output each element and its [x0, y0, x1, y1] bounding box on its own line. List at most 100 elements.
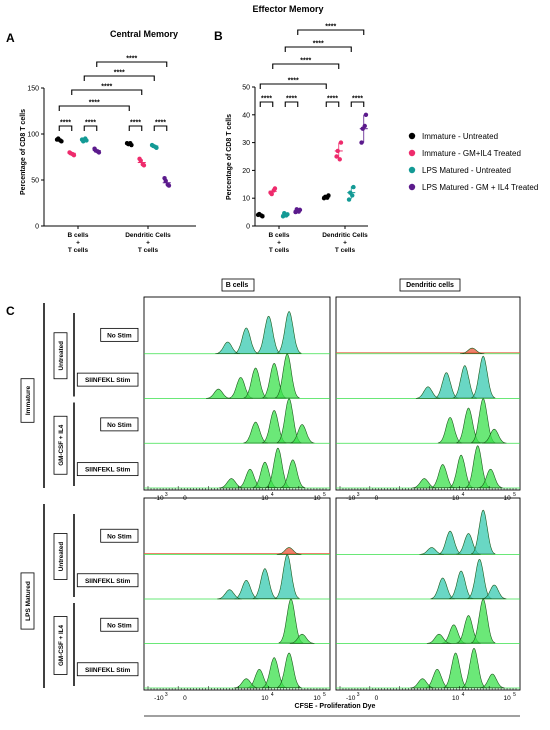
significance-bracket	[284, 46, 352, 52]
data-point	[337, 157, 342, 162]
x-tick-exponent: 3	[165, 492, 168, 498]
data-point	[335, 148, 340, 154]
x-tick-label: 10	[452, 695, 460, 702]
x-tick-label: -10	[346, 695, 356, 702]
x-tick-label: 10	[452, 495, 460, 502]
y-tick-label: 50	[31, 178, 39, 185]
significance-label: ****	[101, 84, 112, 91]
histogram-peak	[243, 367, 268, 399]
histogram-peak	[243, 421, 268, 444]
y-tick-label: 100	[27, 132, 39, 139]
treatment-label: GM-CSF + IL4	[58, 624, 65, 666]
x-tick-label: 10	[261, 495, 269, 502]
data-point	[363, 112, 369, 118]
data-point	[153, 144, 158, 150]
x-tick-label: 0	[183, 495, 187, 502]
legend-marker	[408, 166, 416, 174]
histogram-peak	[480, 673, 505, 689]
chart-a-ylabel: Percentage of CD8 T cells	[20, 109, 27, 195]
maturation-label: LPS Matured	[25, 581, 32, 621]
treatment-label: Untreated	[58, 542, 65, 572]
data-point	[362, 123, 367, 129]
histogram-peak	[410, 678, 435, 689]
histogram-peak	[256, 315, 281, 354]
x-tick-exponent: 3	[357, 692, 360, 698]
significance-label: ****	[288, 78, 299, 85]
x-tick-label: 0	[375, 695, 379, 702]
data-point	[165, 182, 170, 187]
histogram-peak	[430, 577, 455, 600]
effector-memory-chart: Effector Memory Percentage of CD8 T cell…	[226, 4, 369, 254]
x-tick-label: 0	[183, 695, 187, 702]
data-point	[325, 195, 330, 200]
histogram-peak	[482, 428, 507, 444]
data-point	[284, 213, 289, 218]
maturation-label: Immature	[25, 385, 32, 415]
stim-label-box	[100, 617, 139, 632]
histogram-peak	[482, 584, 507, 600]
stim-label-box	[100, 528, 139, 543]
x-tick-label: -10	[346, 495, 356, 502]
significance-bracket	[58, 125, 73, 131]
x-tick-exponent: 3	[357, 492, 360, 498]
histogram-peak	[461, 647, 487, 688]
histogram-peak	[470, 598, 496, 644]
histogram-peak	[206, 388, 231, 399]
significance-bracket	[297, 29, 365, 35]
data-point	[163, 178, 168, 184]
data-point	[351, 184, 356, 190]
histogram-peak	[219, 478, 244, 489]
significance-bracket	[325, 101, 340, 107]
y-tick-label: 0	[35, 224, 39, 231]
histogram-peak	[289, 633, 315, 644]
significance-bracket	[96, 61, 168, 67]
x-group-label: +	[146, 240, 150, 247]
histogram-peak	[437, 417, 463, 444]
data-point	[269, 191, 274, 197]
significance-label: ****	[327, 96, 338, 103]
x-tick-label: 10	[261, 695, 269, 702]
significance-bracket	[153, 125, 168, 131]
x-tick-exponent: 3	[165, 692, 168, 698]
significance-label: ****	[155, 120, 166, 127]
histogram-peak	[434, 372, 459, 399]
panel-letter-a: A	[6, 31, 15, 45]
x-group-label: B cells	[68, 232, 89, 239]
histogram-peak	[452, 365, 477, 399]
stim-label-box	[100, 327, 139, 342]
treatment-label-box	[53, 332, 68, 380]
data-point	[334, 154, 339, 159]
legend: Immature - Untreated Immature - GM+IL4 Tr…	[408, 132, 538, 192]
col-title-dendritic: Dendritic cells	[406, 282, 454, 289]
histogram-peak	[276, 311, 302, 354]
panel-letter-b: B	[214, 29, 223, 43]
stim-label-box	[100, 417, 139, 432]
significance-label: ****	[325, 24, 336, 31]
panel-letter-c: C	[6, 304, 15, 318]
stim-label-box	[76, 573, 139, 588]
legend-label: LPS Matured - GM + IL4 Treated	[422, 183, 538, 192]
x-group-label: Dendritic Cells	[322, 232, 368, 239]
significance-bracket	[83, 75, 155, 81]
data-point	[296, 209, 301, 214]
x-tick-label: 10	[504, 495, 512, 502]
x-tick-label: -10	[154, 695, 164, 702]
histogram-peak	[467, 558, 492, 599]
legend-marker	[408, 132, 416, 140]
stim-label: No Stim	[107, 533, 132, 540]
x-tick-label: 10	[504, 695, 512, 702]
chart-b-ylabel: Percentage of CD8 T cells	[226, 114, 233, 200]
significance-bracket	[284, 101, 299, 107]
histogram-peak	[415, 386, 441, 399]
y-tick-label: 10	[242, 196, 250, 203]
x-tick-exponent: 4	[271, 492, 274, 498]
histogram-peak	[233, 678, 259, 689]
x-tick-label: 10	[313, 695, 321, 702]
treatment-label-box	[53, 616, 68, 675]
histogram-peak	[412, 478, 437, 489]
y-tick-label: 20	[242, 168, 250, 175]
data-point	[58, 138, 63, 143]
x-tick-exponent: 5	[513, 492, 516, 498]
histogram-peak	[289, 424, 315, 444]
central-memory-chart: Central Memory Percentage of CD8 T cells…	[20, 29, 196, 254]
